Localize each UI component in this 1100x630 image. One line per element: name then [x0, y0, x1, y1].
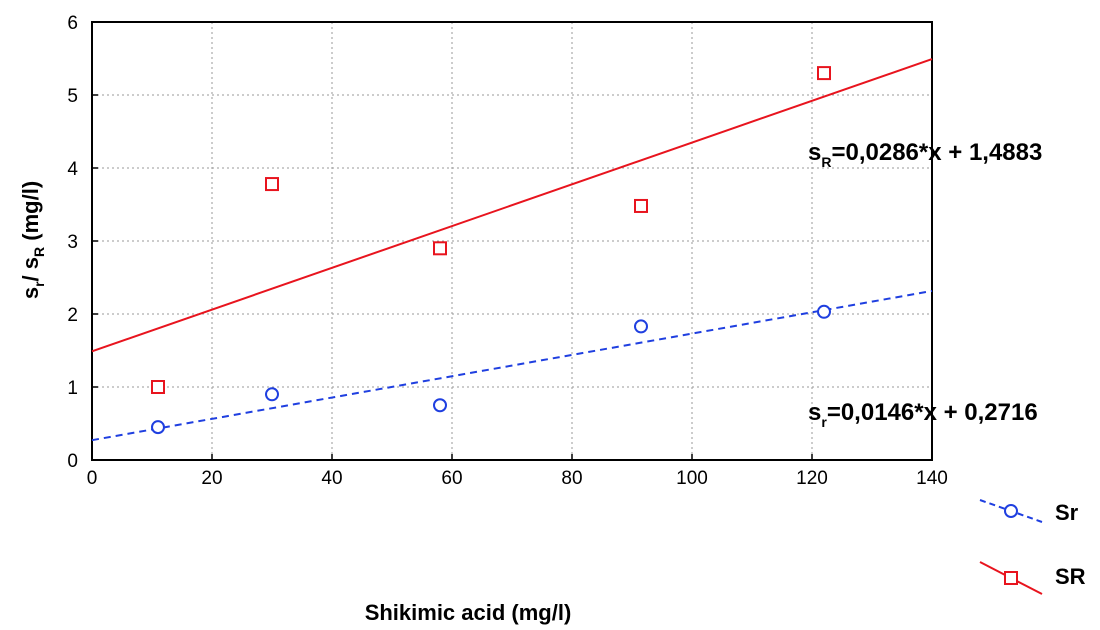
- point-Sr: [151, 420, 165, 435]
- x-tick-label: 120: [796, 468, 828, 489]
- point-SR: [817, 66, 831, 81]
- legend-label-SR: SR: [1055, 564, 1086, 589]
- legend-item-sr: Sr: [979, 499, 1079, 525]
- x-tick-label: 20: [201, 468, 222, 489]
- y-tick-label: 4: [67, 159, 78, 180]
- point-Sr: [817, 304, 831, 319]
- fit-line-SR: [91, 58, 933, 353]
- fit-lines: [91, 58, 933, 442]
- legend-label-sr: Sr: [1055, 500, 1079, 525]
- legend-marker-SR: [1004, 571, 1018, 585]
- x-tick-label: 100: [676, 468, 708, 489]
- y-tick-label: 1: [67, 378, 78, 399]
- x-axis-title: Shikimic acid (mg/l): [365, 600, 572, 625]
- axis-ticks: 0 20 40 60 80 100 120 140 0 1 2 3 4 5 6: [67, 13, 947, 489]
- y-tick-label: 5: [67, 86, 78, 107]
- point-Sr: [634, 319, 648, 334]
- point-SR: [151, 380, 165, 394]
- sR-equation-annotation: sR=0,0286*x + 1,4883: [808, 139, 1042, 170]
- point-SR: [634, 198, 648, 213]
- legend: Sr SR: [979, 499, 1086, 595]
- data-points: [151, 66, 831, 435]
- x-tick-label: 80: [561, 468, 582, 489]
- point-SR: [265, 177, 279, 192]
- x-tick-label: 60: [441, 468, 462, 489]
- y-tick-label: 3: [67, 232, 78, 253]
- legend-item-SR: SR: [979, 561, 1086, 595]
- x-tick-label: 140: [916, 468, 948, 489]
- legend-marker-sr: [1004, 504, 1018, 518]
- fit-line-Sr: [91, 289, 933, 442]
- x-tick-label: 40: [321, 468, 342, 489]
- y-tick-label: 2: [67, 305, 78, 326]
- y-tick-label: 6: [67, 13, 78, 34]
- y-axis-title: sr/ sR (mg/l): [18, 181, 47, 299]
- y-tick-label: 0: [67, 451, 78, 472]
- sr-equation-annotation: sr=0,0146*x + 0,2716: [808, 399, 1038, 430]
- grid: [92, 22, 932, 460]
- x-tick-label: 0: [87, 468, 98, 489]
- point-Sr: [265, 387, 279, 402]
- point-Sr: [433, 398, 447, 413]
- point-SR: [433, 241, 447, 256]
